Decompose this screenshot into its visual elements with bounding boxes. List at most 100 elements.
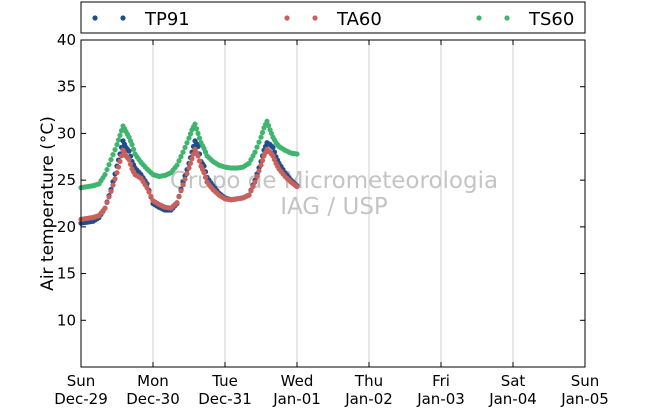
legend-marker xyxy=(92,15,98,21)
data-point xyxy=(182,144,188,151)
x-axis: SunDec-29MonDec-30TueDec-31WedJan-01ThuJ… xyxy=(54,40,609,408)
data-point xyxy=(174,199,180,206)
data-point xyxy=(259,157,266,164)
legend-box xyxy=(80,1,586,34)
y-tick-label: 15 xyxy=(57,265,76,283)
data-point xyxy=(252,149,258,155)
series-ta60 xyxy=(78,146,300,222)
data-point xyxy=(112,147,118,153)
data-point xyxy=(196,135,203,141)
data-point xyxy=(254,173,260,180)
data-point xyxy=(246,192,252,198)
series-points xyxy=(78,118,300,226)
data-point xyxy=(294,151,300,157)
legend: TP91 TA60 TS60 xyxy=(80,1,586,34)
x-tick-label-date: Jan-02 xyxy=(344,390,393,408)
data-point xyxy=(115,164,122,170)
data-point xyxy=(182,176,188,182)
data-point xyxy=(117,132,123,138)
data-point xyxy=(176,158,182,164)
x-tick-label-day: Sat xyxy=(501,372,526,390)
plot-frame xyxy=(80,39,586,368)
y-tick-label: 10 xyxy=(57,311,76,329)
data-point xyxy=(186,135,192,141)
data-point xyxy=(259,129,266,136)
x-tick-label-day: Sun xyxy=(571,372,600,390)
data-point xyxy=(114,142,120,148)
data-point xyxy=(187,131,194,137)
y-tick-label: 35 xyxy=(57,78,76,96)
data-point xyxy=(189,156,195,162)
data-point xyxy=(202,174,209,180)
data-point xyxy=(256,139,262,145)
x-tick-label-day: Wed xyxy=(281,372,314,390)
data-point xyxy=(110,152,116,158)
y-tick-label: 40 xyxy=(57,31,76,49)
data-point xyxy=(106,161,112,168)
data-point xyxy=(176,194,182,200)
data-point xyxy=(270,144,276,151)
watermark-line-2: IAG / USP xyxy=(280,194,388,220)
data-point xyxy=(178,188,184,194)
data-point xyxy=(106,194,112,200)
data-point xyxy=(186,165,192,171)
x-tick-label-date: Jan-01 xyxy=(272,390,321,408)
data-point xyxy=(110,182,116,188)
data-point xyxy=(104,199,110,206)
data-point xyxy=(184,140,190,146)
data-point xyxy=(146,189,152,195)
y-axis-label: Air temperature (°C) xyxy=(38,116,58,291)
x-tick-label-day: Mon xyxy=(137,372,169,390)
data-point xyxy=(115,137,122,143)
data-point xyxy=(178,153,184,160)
legend-marker xyxy=(312,15,318,21)
x-tick-label-day: Thu xyxy=(354,372,383,390)
data-point xyxy=(144,185,150,191)
data-point xyxy=(265,122,272,129)
data-point xyxy=(195,153,201,159)
y-tick-label: 25 xyxy=(57,171,76,189)
data-point xyxy=(193,126,200,132)
x-tick-label-date: Dec-31 xyxy=(198,390,252,408)
x-tick-label-day: Tue xyxy=(211,372,238,390)
data-point xyxy=(117,158,123,165)
x-tick-label-day: Fri xyxy=(432,372,450,390)
data-point xyxy=(126,148,132,154)
data-point xyxy=(258,162,264,168)
x-tick-label-date: Jan-03 xyxy=(416,390,465,408)
data-point xyxy=(112,176,118,182)
x-tick-label-date: Dec-29 xyxy=(54,390,108,408)
data-point xyxy=(248,188,254,194)
data-point xyxy=(196,158,203,164)
data-point xyxy=(127,161,134,167)
data-point xyxy=(192,121,198,127)
series-ts60 xyxy=(78,118,300,191)
x-tick-label-day: Sun xyxy=(67,372,96,390)
data-point xyxy=(108,188,114,194)
data-point xyxy=(148,193,154,199)
data-point xyxy=(108,156,114,163)
data-point xyxy=(126,156,132,163)
data-point xyxy=(250,183,256,189)
data-point xyxy=(294,184,300,190)
data-point xyxy=(180,149,186,155)
data-point xyxy=(129,142,135,148)
data-point xyxy=(174,162,180,168)
data-point xyxy=(187,160,194,166)
grid-lines xyxy=(152,40,514,367)
legend-marker xyxy=(120,15,126,21)
legend-label-tp91: TP91 xyxy=(144,9,190,30)
legend-marker xyxy=(504,15,510,21)
y-tick-label: 30 xyxy=(57,124,76,142)
data-point xyxy=(102,171,108,178)
data-point xyxy=(104,166,110,173)
data-point xyxy=(195,130,201,137)
legend-marker xyxy=(476,15,482,21)
data-point xyxy=(114,170,120,176)
y-axis: 10 15 20 25 30 35 40 xyxy=(57,31,585,329)
data-point xyxy=(258,134,264,140)
data-point xyxy=(264,118,270,124)
data-point xyxy=(102,205,108,211)
data-point xyxy=(256,168,262,174)
